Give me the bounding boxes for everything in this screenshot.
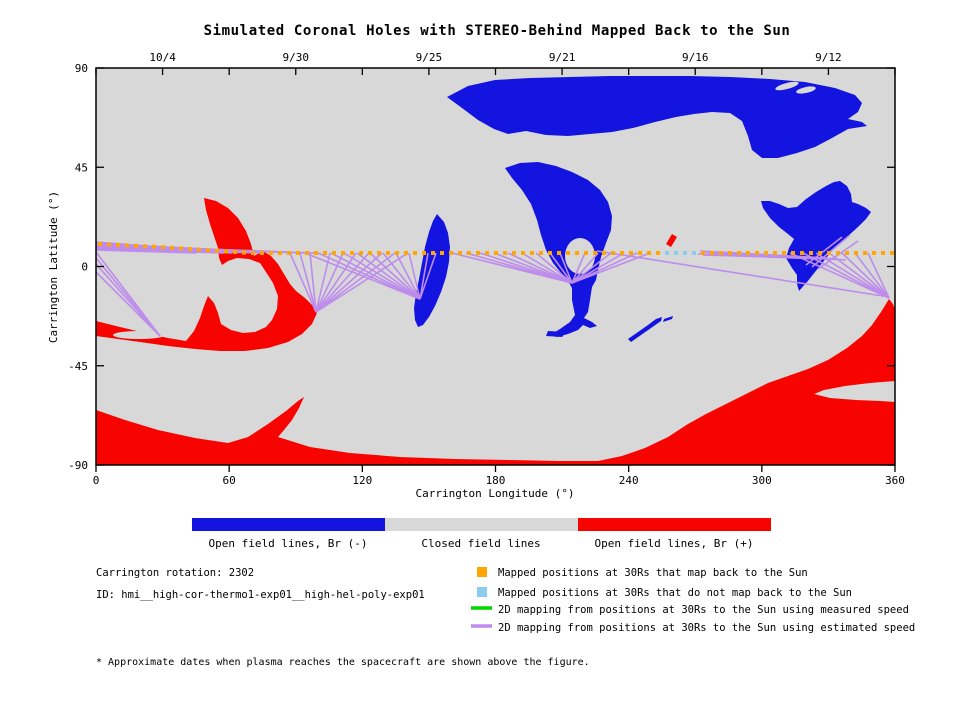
legend-item-not-mapped-back: Mapped positions at 30Rs that do not map… [498, 587, 852, 599]
y-tick-label: 45 [75, 161, 88, 174]
arrival-date-label: 10/4 [149, 51, 176, 64]
legend-item-mapped-back: Mapped positions at 30Rs that map back t… [498, 567, 808, 579]
legend-item-measured-speed: 2D mapping from positions at 30Rs to the… [498, 604, 909, 616]
carrington-rotation-text: Carrington rotation: 2302 [96, 567, 254, 579]
arrival-date-label: 9/25 [416, 51, 443, 64]
arrival-date-label: 9/12 [815, 51, 842, 64]
plot-area: 0 60 120 180 240 300 360 10/4 9/30 9/25 9/21 9/16 9/… [68, 51, 905, 487]
y-tick-label: 0 [81, 261, 88, 274]
x-tick-label: 360 [885, 474, 905, 487]
x-tick-label: 240 [619, 474, 639, 487]
x-tick-label: 180 [486, 474, 506, 487]
run-id-text: ID: hmi__high-cor-thermo1-exp01__high-he… [96, 589, 425, 601]
legend-bar-gray-segment [385, 518, 578, 531]
y-tick-label: 90 [75, 62, 88, 75]
x-tick-label: 0 [93, 474, 100, 487]
legend-bar-label-negative: Open field lines, Br (-) [209, 537, 368, 550]
arrival-date-label: 9/30 [283, 51, 310, 64]
y-axis-label: Carrington Latitude (°) [47, 191, 60, 343]
x-tick-label: 120 [352, 474, 372, 487]
legend-bar-blue-segment [192, 518, 385, 531]
legend-bar-label-positive: Open field lines, Br (+) [595, 537, 754, 550]
marker-legend: Mapped positions at 30Rs that map back t… [471, 567, 915, 634]
lightblue-square-marker [477, 587, 487, 597]
y-tick-label: -45 [68, 360, 88, 373]
chart-title: Simulated Coronal Holes with STEREO-Behi… [204, 23, 791, 39]
x-axis-label: Carrington Longitude (°) [416, 487, 575, 500]
y-tick-label: -90 [68, 459, 88, 472]
footnote-text: * Approximate dates when plasma reaches … [96, 657, 590, 668]
field-line-legend-bar: Open field lines, Br (-) Closed field li… [192, 518, 771, 550]
arrival-date-label: 9/16 [682, 51, 709, 64]
legend-bar-label-closed: Closed field lines [421, 537, 540, 550]
legend-item-estimated-speed: 2D mapping from positions at 30Rs to the… [498, 622, 915, 634]
arrival-date-label: 9/21 [549, 51, 576, 64]
x-tick-label: 300 [752, 474, 772, 487]
legend-bar-red-segment [578, 518, 771, 531]
orange-square-marker [477, 567, 487, 577]
x-tick-label: 60 [223, 474, 236, 487]
